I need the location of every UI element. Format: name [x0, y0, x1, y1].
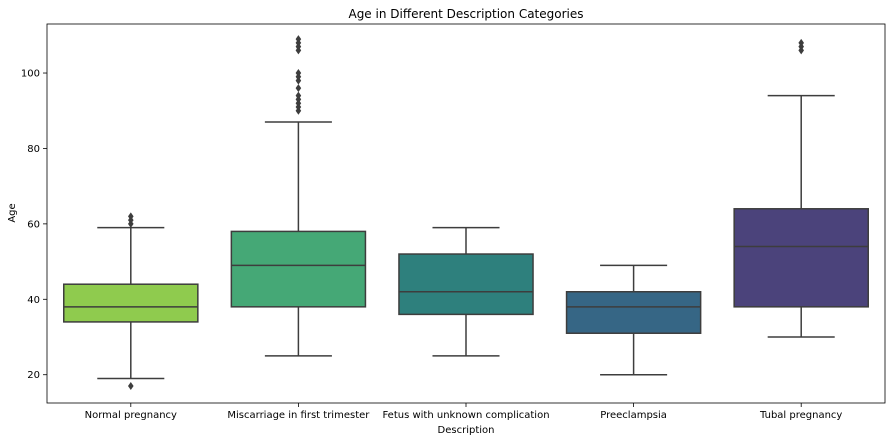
- y-axis-label: Age: [7, 203, 18, 222]
- box-1-outlier-4: [128, 212, 134, 221]
- x-axis: Normal pregnancy Miscarriage in first tri…: [85, 403, 842, 421]
- y-tick-label-20: 20: [27, 370, 40, 381]
- box-5-iqr-box: [733, 208, 869, 308]
- box-2: [230, 35, 367, 357]
- plot-area: [63, 35, 869, 391]
- box-1-iqr-box: [63, 283, 199, 323]
- box-2-iqr-box: [230, 230, 367, 308]
- y-tick-label-80: 80: [27, 144, 40, 155]
- y-tick-label-100: 100: [21, 69, 40, 80]
- box-2-outlier-6: [295, 84, 302, 93]
- box-5: [733, 38, 869, 338]
- box-2-outlier-13: [295, 35, 302, 44]
- x-tick-label-2: Miscarriage in first trimester: [227, 410, 370, 421]
- x-tick-label-5: Tubal pregnancy: [759, 410, 842, 421]
- box-1: [63, 212, 199, 391]
- box-1-outlier-1: [128, 382, 134, 391]
- y-tick-label-60: 60: [27, 219, 40, 230]
- chart-title: Age in Different Description Categories: [348, 7, 583, 21]
- x-tick-label-4: Preeclampsia: [600, 410, 667, 421]
- box-3-iqr-box: [398, 253, 534, 316]
- box-2-outlier-5: [295, 91, 302, 100]
- x-axis-label: Description: [438, 425, 495, 436]
- box-4: [565, 264, 702, 376]
- box-4-iqr-box: [565, 291, 702, 334]
- box-2-outlier-9: [295, 69, 302, 78]
- y-axis: 20 40 60 80 100: [21, 69, 47, 381]
- x-tick-label-3: Fetus with unknown complication: [382, 410, 549, 421]
- box-3: [398, 226, 534, 357]
- box-5-outlier-3: [798, 38, 804, 47]
- x-tick-label-1: Normal pregnancy: [85, 410, 177, 421]
- y-tick-label-40: 40: [27, 295, 40, 306]
